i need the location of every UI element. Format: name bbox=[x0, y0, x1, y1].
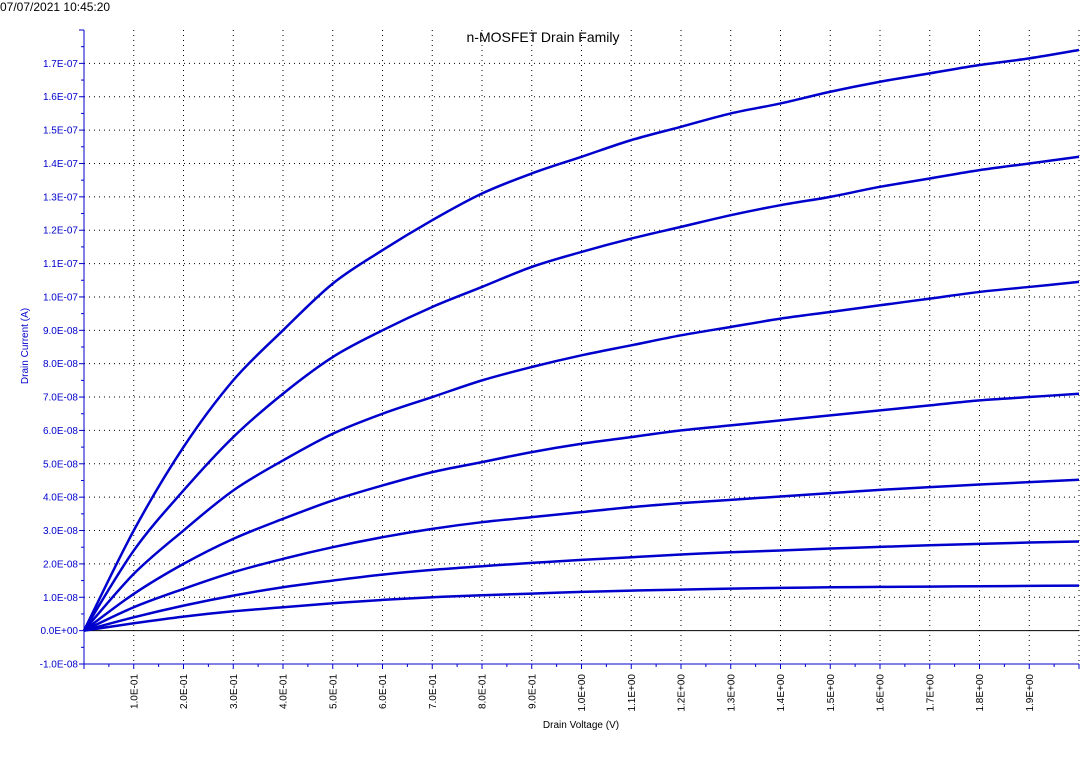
x-tick-label: 1.4E+00 bbox=[776, 674, 787, 712]
x-tick-label: 1.0E+00 bbox=[577, 674, 588, 712]
y-tick-label: 5.0E-08 bbox=[43, 459, 78, 470]
series-line-4 bbox=[83, 392, 1080, 632]
x-tick-label: 1.1E+00 bbox=[627, 674, 638, 712]
x-tick-label: 1.5E+00 bbox=[826, 674, 837, 712]
x-tick-label: 7.0E-01 bbox=[428, 674, 439, 709]
x-axis-label: Drain Voltage (V) bbox=[543, 720, 619, 731]
y-tick-label: 7.0E-08 bbox=[43, 393, 78, 404]
x-tick-label: 4.0E-01 bbox=[279, 674, 290, 709]
y-tick-label: 2.0E-08 bbox=[43, 559, 78, 570]
x-tick-label: 5.0E-01 bbox=[328, 674, 339, 709]
y-tick-label: 1.4E-07 bbox=[43, 159, 78, 170]
x-tick-label: 1.3E+00 bbox=[726, 674, 737, 712]
series-line-3 bbox=[83, 280, 1080, 632]
y-tick-label: 1.2E-07 bbox=[43, 226, 78, 237]
y-tick-label: 8.0E-08 bbox=[43, 359, 78, 370]
series-line-2 bbox=[82, 155, 1080, 632]
series-line-5 bbox=[83, 478, 1080, 632]
chart-title: n-MOSFET Drain Family bbox=[467, 29, 620, 45]
series-line-1 bbox=[82, 48, 1080, 632]
x-tick-label: 1.9E+00 bbox=[1025, 674, 1036, 712]
y-tick-label: 0.0E+00 bbox=[40, 626, 78, 637]
series-lines bbox=[82, 48, 1080, 632]
x-tick-label: 9.0E-01 bbox=[527, 674, 538, 709]
series-line-6 bbox=[83, 540, 1080, 632]
axes bbox=[79, 29, 1080, 669]
y-tick-label: 1.0E-08 bbox=[43, 593, 78, 604]
y-tick-label: 1.7E-07 bbox=[43, 59, 78, 70]
y-tick-label: -1.0E-08 bbox=[40, 660, 79, 671]
y-tick-label: 9.0E-08 bbox=[43, 326, 78, 337]
x-tick-label: 1.0E-01 bbox=[129, 674, 140, 709]
x-tick-label: 1.2E+00 bbox=[677, 674, 688, 712]
x-tick-label: 3.0E-01 bbox=[229, 674, 240, 709]
series-line-7 bbox=[83, 584, 1080, 632]
y-tick-label: 1.5E-07 bbox=[43, 126, 78, 137]
x-tick-label: 1.6E+00 bbox=[876, 674, 887, 712]
timestamp: 07/07/2021 10:45:20 bbox=[0, 0, 110, 14]
y-tick-label: 1.3E-07 bbox=[43, 192, 78, 203]
y-tick-label: 4.0E-08 bbox=[43, 493, 78, 504]
x-tick-label: 1.8E+00 bbox=[975, 674, 986, 712]
y-tick-label: 1.0E-07 bbox=[43, 292, 78, 303]
x-tick-label: 2.0E-01 bbox=[179, 674, 190, 709]
tick-labels: -1.0E-08 0.0E+00 1.0E-08 2.0E-08 3.0E-08 4.0E… bbox=[40, 59, 1036, 712]
x-tick-label: 6.0E-01 bbox=[378, 674, 389, 709]
y-tick-label: 3.0E-08 bbox=[43, 526, 78, 537]
x-tick-label: 1.7E+00 bbox=[925, 674, 936, 712]
grid bbox=[84, 30, 1080, 665]
x-tick-label: 8.0E-01 bbox=[478, 674, 489, 709]
y-tick-label: 6.0E-08 bbox=[43, 426, 78, 437]
y-tick-label: 1.6E-07 bbox=[43, 92, 78, 103]
y-axis-label: Drain Current (A) bbox=[20, 308, 31, 384]
y-tick-label: 1.1E-07 bbox=[43, 259, 78, 270]
